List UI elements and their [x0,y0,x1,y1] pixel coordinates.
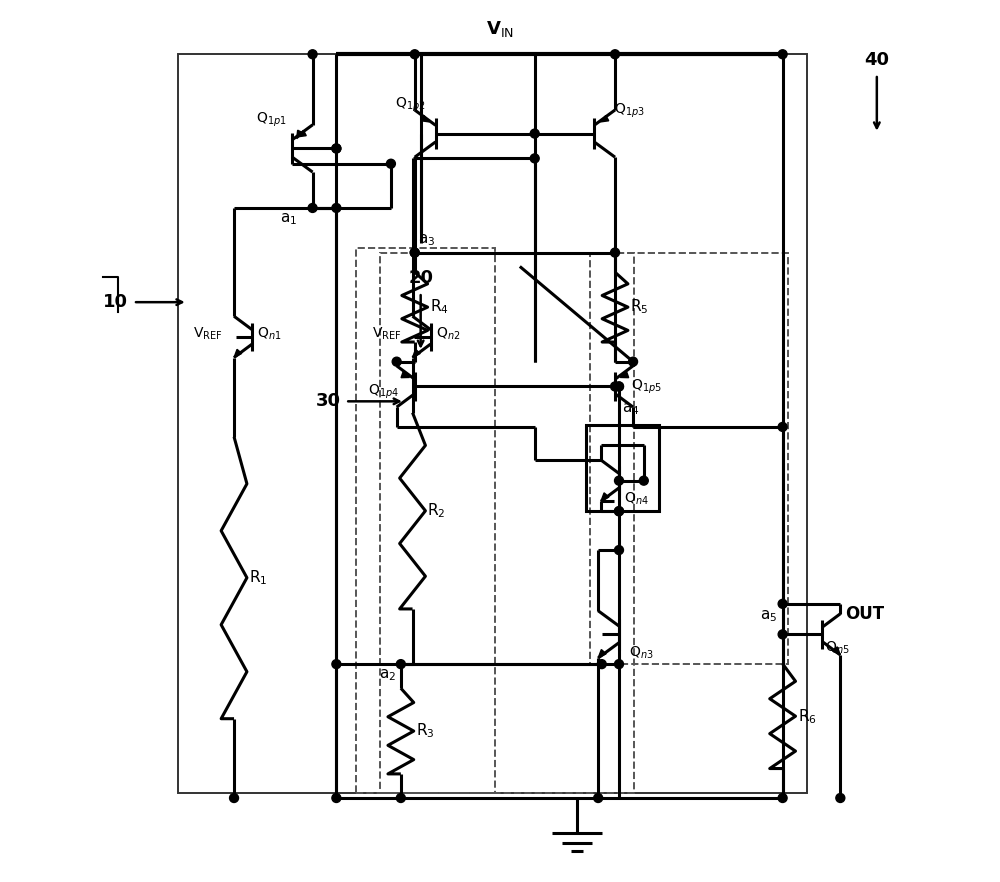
Text: V$_{\rm REF}$: V$_{\rm REF}$ [193,325,223,342]
Bar [178,55,807,793]
Circle shape [836,794,845,803]
Text: Q$_{n3}$: Q$_{n3}$ [629,644,654,661]
Circle shape [778,49,787,59]
Polygon shape [601,493,609,501]
Circle shape [410,49,419,59]
Text: V$_{\rm REF}$: V$_{\rm REF}$ [372,325,402,342]
Text: R$_6$: R$_6$ [798,706,816,726]
Text: R$_5$: R$_5$ [630,298,648,317]
Circle shape [530,129,539,138]
Text: R$_3$: R$_3$ [416,721,434,740]
Polygon shape [600,116,609,122]
Circle shape [778,794,787,803]
Circle shape [386,160,395,168]
Circle shape [615,660,623,669]
Circle shape [611,248,619,257]
Circle shape [332,144,341,153]
Bar [586,425,659,512]
Circle shape [639,476,648,485]
Circle shape [615,507,623,516]
Polygon shape [413,349,420,357]
Text: a$_4$: a$_4$ [622,401,640,417]
Circle shape [778,600,787,609]
Polygon shape [421,116,429,122]
Circle shape [615,382,623,391]
Text: Q$_{1p1}$: Q$_{1p1}$ [256,111,287,129]
Circle shape [308,204,317,213]
Text: Q$_{n1}$: Q$_{n1}$ [257,325,282,342]
Text: Q$_{1p5}$: Q$_{1p5}$ [631,377,662,396]
Polygon shape [298,131,306,137]
Circle shape [778,630,787,639]
Circle shape [615,546,623,555]
Text: OUT: OUT [845,605,884,623]
Text: a$_2$: a$_2$ [379,667,396,683]
Circle shape [332,660,341,669]
Text: R$_2$: R$_2$ [427,502,446,520]
Circle shape [778,422,787,431]
Text: a$_1$: a$_1$ [280,211,298,227]
Polygon shape [598,649,606,658]
Circle shape [308,49,317,59]
Text: 30: 30 [315,392,340,410]
Text: 10: 10 [103,293,128,311]
Circle shape [332,204,341,213]
Circle shape [615,507,623,516]
Circle shape [332,794,341,803]
Text: 40: 40 [864,51,889,69]
Polygon shape [620,372,629,377]
Bar [590,252,788,664]
Circle shape [410,248,419,257]
Polygon shape [833,647,840,655]
Polygon shape [401,372,410,377]
Circle shape [597,660,606,669]
Circle shape [530,154,539,163]
Text: V$_{\rm IN}$: V$_{\rm IN}$ [486,19,514,40]
Circle shape [332,144,341,153]
Polygon shape [297,131,303,138]
Circle shape [611,382,619,391]
Text: Q$_{1p4}$: Q$_{1p4}$ [368,382,399,400]
Text: Q$_{n5}$: Q$_{n5}$ [825,639,850,655]
Text: a$_3$: a$_3$ [418,232,435,248]
Circle shape [410,248,419,257]
Text: a$_5$: a$_5$ [760,609,778,624]
Circle shape [396,660,405,669]
Circle shape [230,794,238,803]
Circle shape [615,476,623,485]
Text: 20: 20 [408,269,433,288]
Bar [356,248,495,793]
Text: R$_1$: R$_1$ [249,568,267,587]
Text: R$_4$: R$_4$ [430,298,448,317]
Circle shape [611,49,619,59]
Text: Q$_{n2}$: Q$_{n2}$ [436,325,460,342]
Text: Q$_{1p3}$: Q$_{1p3}$ [614,101,645,120]
Polygon shape [234,349,242,357]
Circle shape [629,357,638,366]
Text: Q$_{n4}$: Q$_{n4}$ [624,490,649,507]
Circle shape [396,794,405,803]
Circle shape [392,357,401,366]
Circle shape [615,382,623,391]
Bar [380,252,634,793]
Circle shape [594,794,603,803]
Text: Q$_{1p2}$: Q$_{1p2}$ [395,96,426,114]
